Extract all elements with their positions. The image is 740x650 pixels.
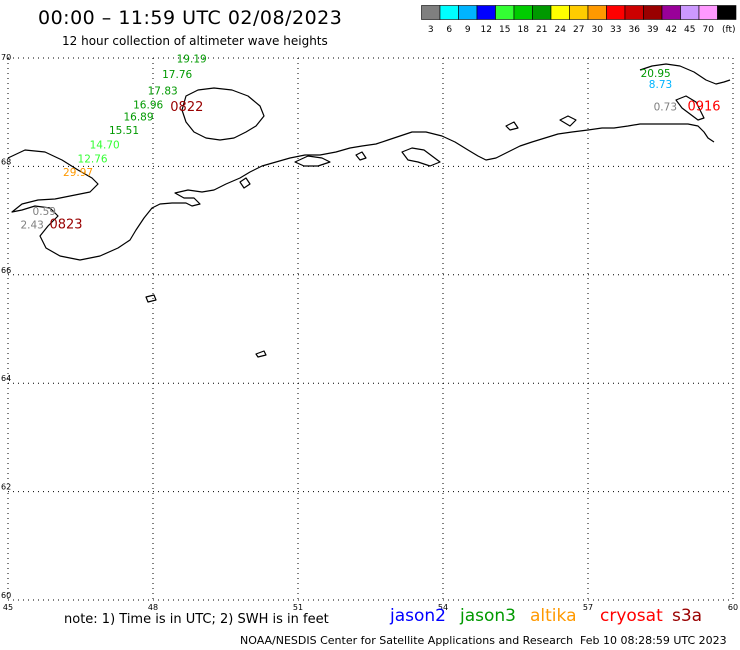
page-subtitle: 12 hour collection of altimeter wave hei… (62, 34, 328, 48)
page-title: 00:00 – 11:59 UTC 02/08/2023 (38, 7, 343, 29)
colorbar-tick-label: 27 (573, 25, 584, 35)
colorbar-tick-label: (ft) (722, 25, 736, 35)
wave-height-value: 2.43 (20, 220, 43, 232)
lat-tick-label: 64 (1, 374, 11, 383)
colorbar-tick-label: 15 (499, 25, 510, 35)
wave-height-value: 15.51 (109, 125, 139, 137)
colorbar-tick-label: 42 (666, 25, 677, 35)
wave-height-value: 20.95 (641, 68, 671, 80)
coastline-segment (255, 350, 267, 358)
coastline-segment (145, 294, 157, 303)
pass-time-label: 0823 (49, 218, 82, 233)
colorbar-tick-label: 36 (629, 25, 641, 35)
wave-height-colorbar: 3 6 9 12 15 18 21 24 27 30 33 36 39 42 45 70 (ft) (421, 5, 737, 35)
legend-altika: altika (530, 606, 577, 626)
colorbar-tick-label: 39 (647, 25, 659, 35)
colorbar-tick-label: 45 (684, 25, 695, 35)
legend-cryosat: cryosat (600, 606, 663, 626)
note-text: note: 1) Time is in UTC; 2) SWH is in fe… (64, 612, 329, 627)
wave-height-value: 16.96 (133, 99, 163, 111)
graticule (7, 57, 734, 601)
colorbar-tick-label: 12 (481, 25, 492, 35)
colorbar-tick-label: 33 (610, 25, 621, 35)
legend-jason3: jason3 (460, 606, 516, 626)
wave-height-value: 19.19 (177, 53, 207, 65)
coastline-segment (7, 123, 715, 261)
coastline-segment (294, 155, 331, 167)
coastline-segment (675, 95, 705, 121)
colorbar-tick-label: 24 (555, 25, 567, 35)
footer-timestamp: Feb 10 08:28:59 UTC 2023 (580, 634, 727, 647)
wave-height-value: 8.73 (649, 79, 672, 91)
coastline-segment (239, 177, 251, 189)
lon-tick-label: 48 (148, 603, 158, 612)
legend-jason2: jason2 (390, 606, 446, 626)
lat-tick-label: 66 (1, 266, 11, 275)
lat-tick-label: 68 (1, 157, 11, 166)
lat-tick-label: 60 (1, 591, 11, 600)
lat-tick-label: 62 (1, 483, 11, 492)
coastline-segment (355, 151, 367, 161)
legend-s3a: s3a (672, 606, 703, 626)
colorbar-tick-label: 6 (446, 25, 452, 35)
wave-height-value: 14.70 (90, 140, 120, 152)
colorbar-tick-label: 70 (703, 25, 715, 35)
wave-height-value: 12.76 (78, 154, 108, 166)
wave-height-value: 0.59 (33, 206, 56, 218)
coastline-segment (401, 147, 441, 167)
coastline-segment (505, 121, 519, 131)
lat-tick-label: 70 (1, 53, 11, 62)
coastline-segment (559, 115, 577, 127)
colorbar-tick-label: 9 (465, 25, 471, 35)
pass-time-label: 0822 (170, 100, 203, 115)
coastline (7, 63, 731, 358)
lon-tick-label: 51 (293, 603, 303, 612)
wave-height-value: 17.83 (148, 85, 178, 97)
colorbar-tick-label: 21 (536, 25, 547, 35)
colorbar-tick-label: 30 (592, 25, 604, 35)
wave-height-value: 0.73 (654, 102, 677, 114)
altimeter-map: 45 48 51 54 57 60 70 68 66 64 62 60 19.19 17.76 17.83 1… (1, 53, 738, 612)
wave-height-value: 17.76 (162, 69, 192, 81)
colorbar-tick-label: 3 (428, 25, 434, 35)
coastline-segment (639, 63, 731, 85)
colorbar-tick-label: 18 (518, 25, 530, 35)
colorbar-swatch (717, 5, 737, 20)
pass-time-label: 0916 (687, 100, 720, 115)
lon-tick-label: 60 (728, 603, 738, 612)
wave-height-value: 16.89 (123, 111, 153, 123)
wave-height-value: 29.97 (63, 167, 93, 179)
footer-credit: NOAA/NESDIS Center for Satellite Applica… (240, 634, 574, 647)
lon-tick-label: 57 (583, 603, 593, 612)
coastline-segment (181, 87, 265, 141)
lon-tick-label: 45 (3, 603, 13, 612)
lon-tick-label: 54 (438, 603, 448, 612)
